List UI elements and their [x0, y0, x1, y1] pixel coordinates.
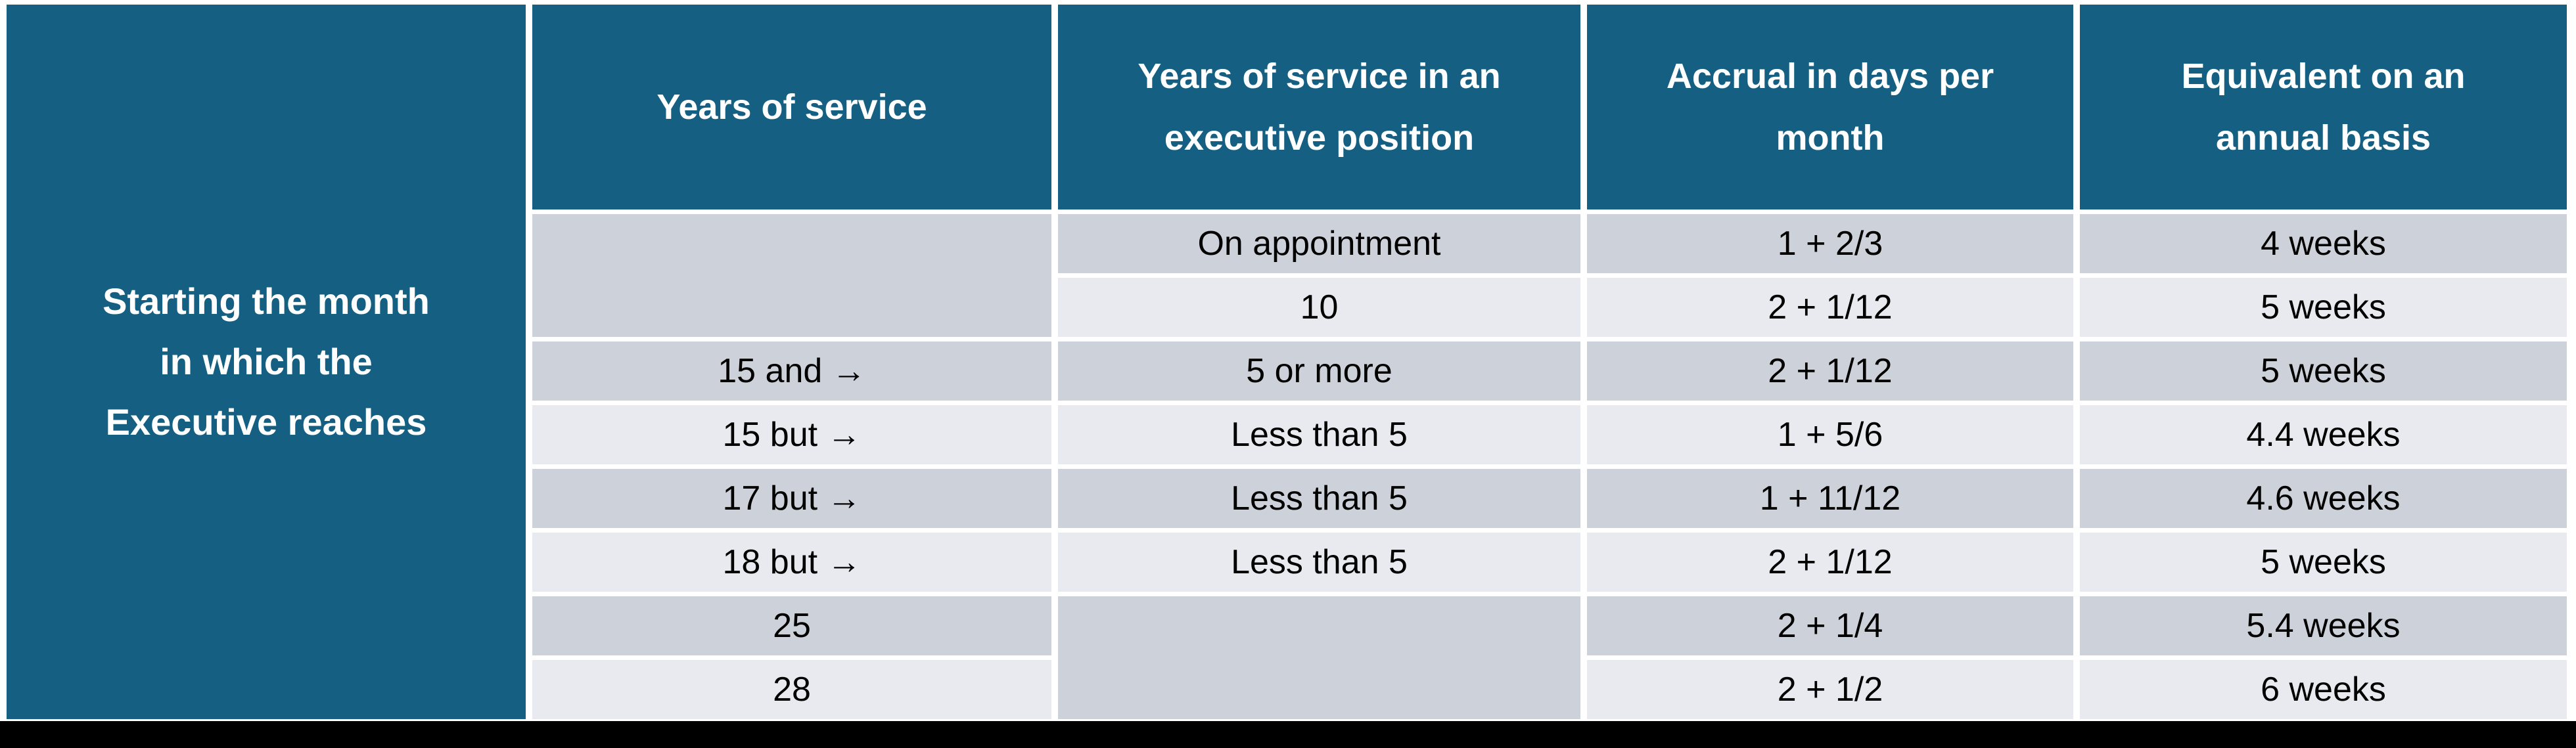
table-cell-exec-years	[1058, 596, 1580, 719]
table-cell-exec-years: Less than 5	[1058, 533, 1580, 592]
corner-cell: Starting the month in which the Executiv…	[7, 5, 526, 719]
table-cell-years-of-service: 17 but →	[532, 469, 1051, 528]
table-cell-accrual: 1 + 11/12	[1587, 469, 2073, 528]
corner-label: Starting the month in which the Executiv…	[103, 280, 430, 443]
table-cell-accrual: 2 + 1/2	[1587, 660, 2073, 719]
table-cell-years-of-service: 18 but →	[532, 533, 1051, 592]
table-cell-equivalent: 4.6 weeks	[2080, 469, 2567, 528]
column-header-equivalent: Equivalent on an annual basis	[2080, 5, 2567, 209]
table-row: 10 2 + 1/12 5 weeks	[7, 278, 2567, 337]
table-cell-equivalent: 5 weeks	[2080, 533, 2567, 592]
table-cell-accrual: 2 + 1/12	[1587, 533, 2073, 592]
table-cell-exec-years: 10	[1058, 278, 1580, 337]
table-cell-exec-years: Less than 5	[1058, 469, 1580, 528]
table-cell-years-of-service: 15 and →	[532, 341, 1051, 401]
table-cell-equivalent: 5 weeks	[2080, 341, 2567, 401]
table-cell-years-of-service: 28	[532, 660, 1051, 719]
header-row: Starting the month in which the Executiv…	[7, 5, 2567, 719]
table-row: 15 and → 5 or more 2 + 1/12 5 weeks	[7, 341, 2567, 401]
table-row: On appointment 1 + 2/3 4 weeks	[7, 214, 2567, 337]
bottom-bar	[0, 721, 2576, 748]
table-row: 25 2 + 1/4 5.4 weeks	[7, 596, 2567, 719]
table-cell-exec-years: Less than 5	[1058, 405, 1580, 464]
table-cell-equivalent: 6 weeks	[2080, 660, 2567, 719]
table-row: 28 2 + 1/2 6 weeks	[7, 660, 2567, 719]
table-cell-years-of-service	[532, 214, 1051, 337]
table-cell-equivalent: 5 weeks	[2080, 278, 2567, 337]
leave-accrual-table: Starting the month in which the Executiv…	[7, 5, 2567, 719]
table-cell-accrual: 2 + 1/12	[1587, 341, 2073, 401]
table-cell-equivalent: 5.4 weeks	[2080, 596, 2567, 655]
table-cell-accrual: 1 + 2/3	[1587, 214, 2073, 273]
column-header-accrual: Accrual in days per month	[1587, 5, 2073, 209]
table-cell-accrual: 1 + 5/6	[1587, 405, 2073, 464]
table-cell-exec-years: On appointment	[1058, 214, 1580, 273]
table-cell-equivalent: 4 weeks	[2080, 214, 2567, 273]
table-cell-equivalent: 4.4 weeks	[2080, 405, 2567, 464]
column-header-years-of-service: Years of service	[532, 5, 1051, 209]
table-cell-years-of-service: 15 but →	[532, 405, 1051, 464]
column-header-exec-years: Years of service in an executive positio…	[1058, 5, 1580, 209]
table-cell-accrual: 2 + 1/12	[1587, 278, 2073, 337]
table-cell-exec-years: 5 or more	[1058, 341, 1580, 401]
table-cell-accrual: 2 + 1/4	[1587, 596, 2073, 655]
table-cell-years-of-service: 25	[532, 596, 1051, 655]
